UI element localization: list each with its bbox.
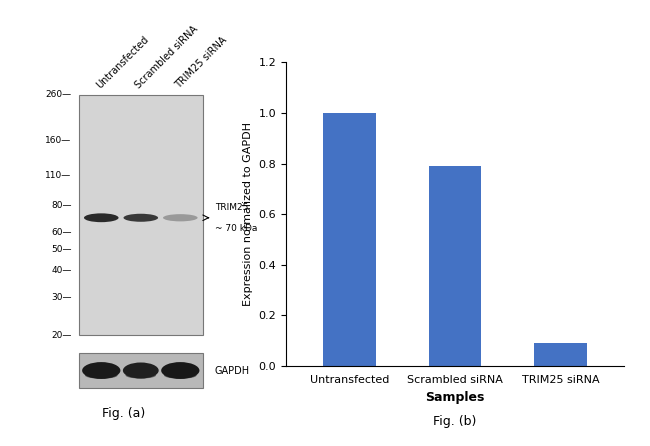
Bar — [79, 353, 203, 388]
Text: 40—: 40— — [51, 266, 72, 275]
Ellipse shape — [124, 214, 158, 222]
Text: 110—: 110— — [46, 171, 72, 180]
Text: 30—: 30— — [51, 293, 72, 302]
Text: TRIM25 siRNA: TRIM25 siRNA — [174, 35, 229, 91]
Bar — [79, 95, 203, 335]
Ellipse shape — [164, 372, 196, 379]
Ellipse shape — [161, 362, 200, 379]
Text: 260—: 260— — [46, 90, 72, 99]
Text: Untransfected: Untransfected — [94, 34, 150, 91]
Ellipse shape — [163, 214, 198, 221]
Text: 80—: 80— — [51, 201, 72, 210]
Text: 60—: 60— — [51, 228, 72, 237]
Text: GAPDH: GAPDH — [215, 366, 250, 376]
X-axis label: Samples: Samples — [425, 391, 485, 404]
Ellipse shape — [84, 213, 118, 222]
Ellipse shape — [125, 372, 156, 379]
Bar — [534, 343, 587, 366]
Text: 160—: 160— — [46, 136, 72, 145]
Ellipse shape — [123, 363, 159, 379]
Bar — [428, 166, 482, 366]
Ellipse shape — [82, 362, 120, 379]
Text: Scrambled siRNA: Scrambled siRNA — [134, 24, 200, 91]
Bar — [323, 113, 376, 366]
Text: TRIM25: TRIM25 — [215, 203, 248, 212]
Text: Fig. (a): Fig. (a) — [102, 407, 145, 420]
Text: ~ 70 kDa: ~ 70 kDa — [215, 224, 257, 233]
Y-axis label: Expression normalized to GAPDH: Expression normalized to GAPDH — [243, 122, 253, 306]
Ellipse shape — [85, 372, 118, 379]
Text: 20—: 20— — [51, 331, 72, 340]
Text: 50—: 50— — [51, 245, 72, 254]
Text: Fig. (b): Fig. (b) — [434, 415, 476, 428]
